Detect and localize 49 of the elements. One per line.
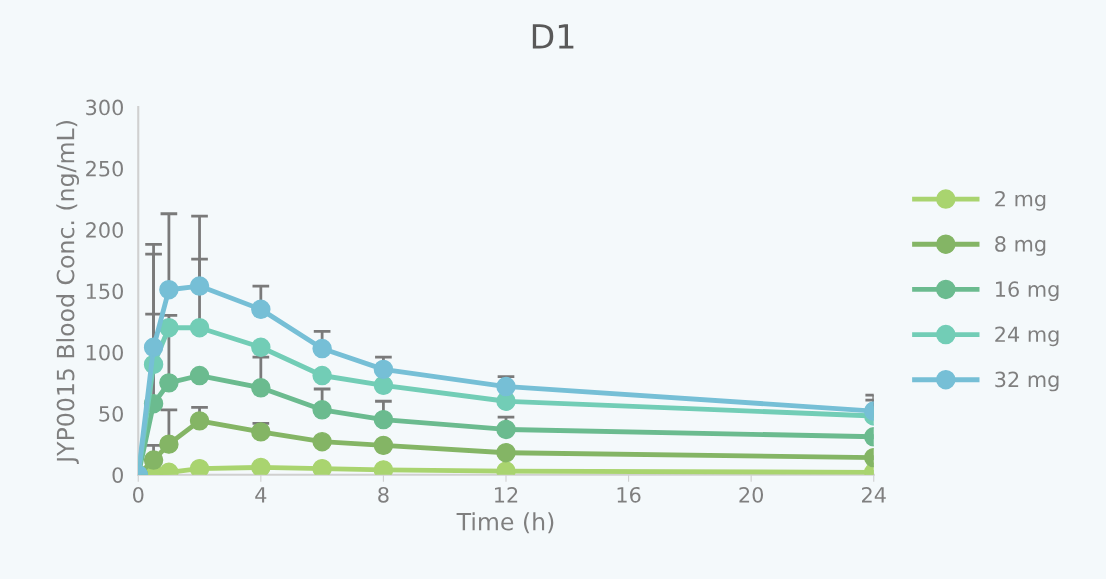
y-tick-label: 50: [99, 405, 123, 422]
point: [143, 337, 164, 358]
x-tick-label: 8: [378, 486, 389, 503]
y-axis-title: JYP0015 Blood Conc. (ng/mL): [56, 121, 80, 465]
x-tick-label: 0: [133, 486, 144, 503]
legend-label: 16 mg: [996, 281, 1059, 302]
y-tick-label: 0: [112, 467, 123, 483]
point: [312, 431, 332, 452]
x-tick-label: 24: [862, 486, 886, 503]
point: [159, 373, 179, 393]
point: [373, 409, 394, 430]
legend-label: 24 mg: [995, 326, 1059, 347]
y-tick-label: 300: [86, 99, 123, 116]
point: [251, 457, 271, 475]
point: [251, 337, 271, 358]
x-tick-label: 16: [617, 486, 641, 503]
point: [312, 400, 332, 420]
x-tick-label: 20: [739, 486, 764, 503]
legend-label: 32 mg: [995, 371, 1059, 392]
y-tick-label: 200: [86, 222, 123, 238]
point: [496, 376, 516, 397]
point: [189, 365, 210, 386]
x-tick-label: 4: [255, 487, 267, 503]
legend-label: 8 mg: [995, 236, 1046, 256]
point: [312, 458, 332, 475]
point: [251, 378, 271, 398]
x-tick-label: 12: [495, 486, 518, 503]
point: [251, 422, 271, 442]
point: [312, 365, 332, 386]
point: [312, 338, 332, 359]
point: [189, 411, 210, 431]
x-axis-title: Time (h): [456, 512, 554, 534]
y-tick-label: 250: [86, 160, 123, 177]
point: [159, 434, 179, 454]
point: [373, 435, 394, 456]
point: [496, 419, 516, 440]
chart-title: D1: [532, 24, 574, 49]
y-tick-label: 150: [86, 283, 123, 300]
point: [373, 375, 394, 396]
point: [189, 276, 210, 296]
point: [373, 359, 394, 380]
point: [189, 317, 210, 338]
point: [189, 458, 210, 475]
point: [496, 442, 516, 463]
point: [251, 299, 271, 320]
point: [159, 279, 179, 300]
y-tick-label: 100: [86, 344, 123, 361]
point: [143, 450, 164, 470]
legend-label: 2 mg: [995, 190, 1046, 211]
